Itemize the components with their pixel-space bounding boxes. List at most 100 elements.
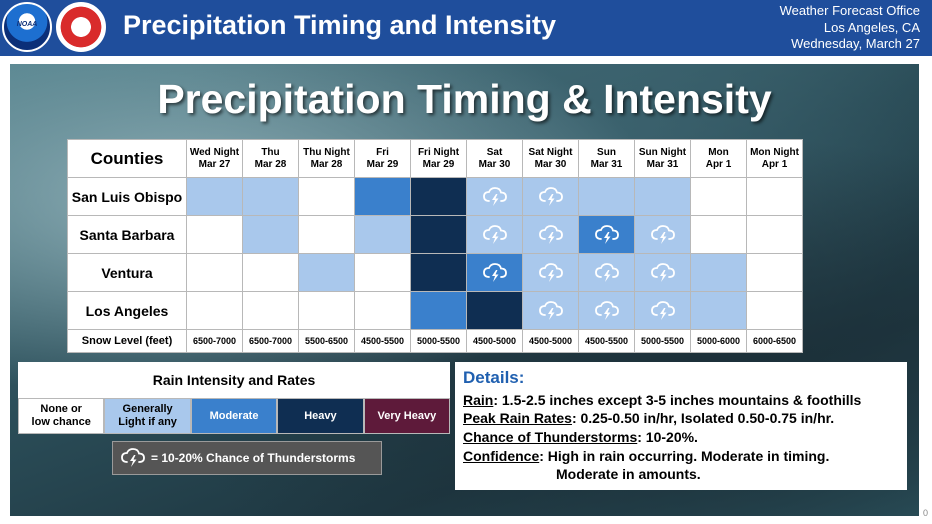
intensity-cell	[242, 253, 299, 292]
legend-line2: low chance	[31, 416, 91, 428]
page-title: Precipitation Timing and Intensity	[123, 10, 557, 40]
period-date: Mar 30	[534, 158, 567, 170]
period-date: Mar 29	[366, 158, 399, 170]
intensity-cell	[298, 291, 355, 330]
intensity-cell	[242, 291, 299, 330]
legend-item-label: Generally Light if any	[118, 403, 177, 429]
details-title: Details:	[463, 368, 525, 387]
details-confidence: Confidence: High in rain occurring. Mode…	[463, 448, 829, 464]
period-day: Thu	[261, 146, 280, 158]
forecast-panel: Precipitation Timing & Intensity Countie…	[10, 64, 919, 516]
intensity-cell	[690, 177, 747, 216]
period-day: Fri	[376, 146, 389, 158]
counties-header: Counties	[67, 139, 187, 178]
period-header: Mon Apr 1	[690, 139, 747, 178]
noaa-logo: NOAA	[2, 2, 52, 52]
period-header: Thu Mar 28	[242, 139, 299, 178]
period-date: Mar 28	[254, 158, 287, 170]
period-header: Sat Night Mar 30	[522, 139, 579, 178]
period-header: Sun Night Mar 31	[634, 139, 691, 178]
snow-level-value: 4500-5000	[466, 329, 523, 353]
intensity-cell	[298, 215, 355, 254]
office-location: Los Angeles, CA	[823, 19, 920, 35]
legend-line1: Very Heavy	[377, 409, 437, 422]
snow-level-value: 5500-6500	[298, 329, 355, 353]
period-header: Fri Night Mar 29	[410, 139, 467, 178]
table-row: San Luis Obispo	[67, 177, 803, 216]
intensity-cell	[410, 253, 467, 292]
table-row: Santa Barbara	[67, 215, 803, 254]
legend-line1: None or	[40, 403, 82, 415]
intensity-cell	[410, 215, 467, 254]
details-thunder: Chance of Thunderstorms: 10-20%.	[463, 429, 698, 445]
panel-title: Precipitation Timing & Intensity	[157, 76, 772, 122]
office-info: Weather Forecast Office Los Angeles, CA …	[780, 3, 920, 53]
thunderstorm-icon	[482, 186, 507, 206]
period-day: Mon Night	[750, 146, 799, 158]
county-name: Ventura	[67, 253, 187, 292]
intensity-cell	[578, 291, 635, 330]
snow-level-value: 6000-6500	[746, 329, 803, 353]
intensity-cell	[746, 253, 803, 292]
thunderstorm-icon	[121, 448, 145, 467]
intensity-cell	[578, 253, 635, 292]
header-bar: NOAA Precipitation Timing and Intensity …	[0, 0, 932, 56]
peak-label: Peak Rain Rates	[463, 410, 572, 426]
confidence-label: Confidence	[463, 448, 540, 464]
details-peak-rates: Peak Rain Rates: 0.25-0.50 in/hr, Isolat…	[463, 410, 834, 426]
legend-item: Generally Light if any	[104, 398, 191, 434]
thunderstorm-icon	[482, 262, 507, 282]
details-box: Details: Rain: 1.5-2.5 inches except 3-5…	[455, 362, 907, 490]
intensity-cell	[354, 215, 411, 254]
intensity-cell	[634, 253, 691, 292]
legend-line1: Heavy	[304, 409, 337, 422]
intensity-cell	[634, 215, 691, 254]
legend-line1: Generally	[122, 403, 173, 415]
thunderstorm-icon	[650, 262, 675, 282]
rain-text: : 1.5-2.5 inches except 3-5 inches mount…	[493, 392, 862, 408]
intensity-cell	[186, 253, 243, 292]
county-name: Los Angeles	[67, 291, 187, 330]
snow-level-value: 6500-7000	[186, 329, 243, 353]
intensity-cell	[298, 177, 355, 216]
thunderstorm-icon	[538, 224, 563, 244]
thunderstorm-icon	[482, 224, 507, 244]
precip-timing-table: Counties Wed Night Mar 27 Thu Mar 28 Thu Nig…	[67, 139, 803, 353]
intensity-cell	[522, 253, 579, 292]
intensity-cell	[186, 291, 243, 330]
intensity-cell	[466, 291, 523, 330]
table-row: Ventura	[67, 253, 803, 292]
thunderstorm-key-text: = 10-20% Chance of Thunderstorms	[151, 451, 356, 465]
intensity-cell	[242, 177, 299, 216]
thunderstorm-icon	[594, 300, 619, 320]
intensity-cell	[354, 177, 411, 216]
legend-row: None or low chance Generally Light if any Mo…	[18, 398, 451, 434]
intensity-cell	[186, 177, 243, 216]
forecast-date: Wednesday, March 27	[791, 36, 920, 51]
period-day: Sat Night	[528, 146, 573, 158]
intensity-cell	[690, 253, 747, 292]
table-row: Los Angeles	[67, 291, 803, 330]
period-date: Mar 29	[422, 158, 455, 170]
intensity-cell	[690, 215, 747, 254]
snow-level-value: 4500-5000	[522, 329, 579, 353]
period-header: Fri Mar 29	[354, 139, 411, 178]
period-header: Wed Night Mar 27	[186, 139, 243, 178]
intensity-cell	[410, 291, 467, 330]
legend-line2: Light if any	[118, 416, 177, 428]
legend-item: Moderate	[190, 398, 278, 434]
confidence-text: : High in rain occurring. Moderate in ti…	[539, 448, 830, 464]
intensity-cell	[186, 215, 243, 254]
office-name: Weather Forecast Office	[779, 3, 920, 18]
period-day: Sun Night	[638, 146, 687, 158]
rain-label: Rain	[463, 392, 494, 408]
intensity-cell	[466, 177, 523, 216]
details-confidence-2: Moderate in amounts.	[556, 466, 701, 482]
legend-item-label: None or low chance	[32, 403, 91, 429]
snow-level-value: 4500-5500	[578, 329, 635, 353]
intensity-cell	[466, 253, 523, 292]
legend-item: None or low chance	[18, 398, 105, 434]
intensity-cell	[578, 177, 635, 216]
intensity-cell	[634, 177, 691, 216]
thunderstorm-key: = 10-20% Chance of Thunderstorms	[112, 441, 382, 475]
